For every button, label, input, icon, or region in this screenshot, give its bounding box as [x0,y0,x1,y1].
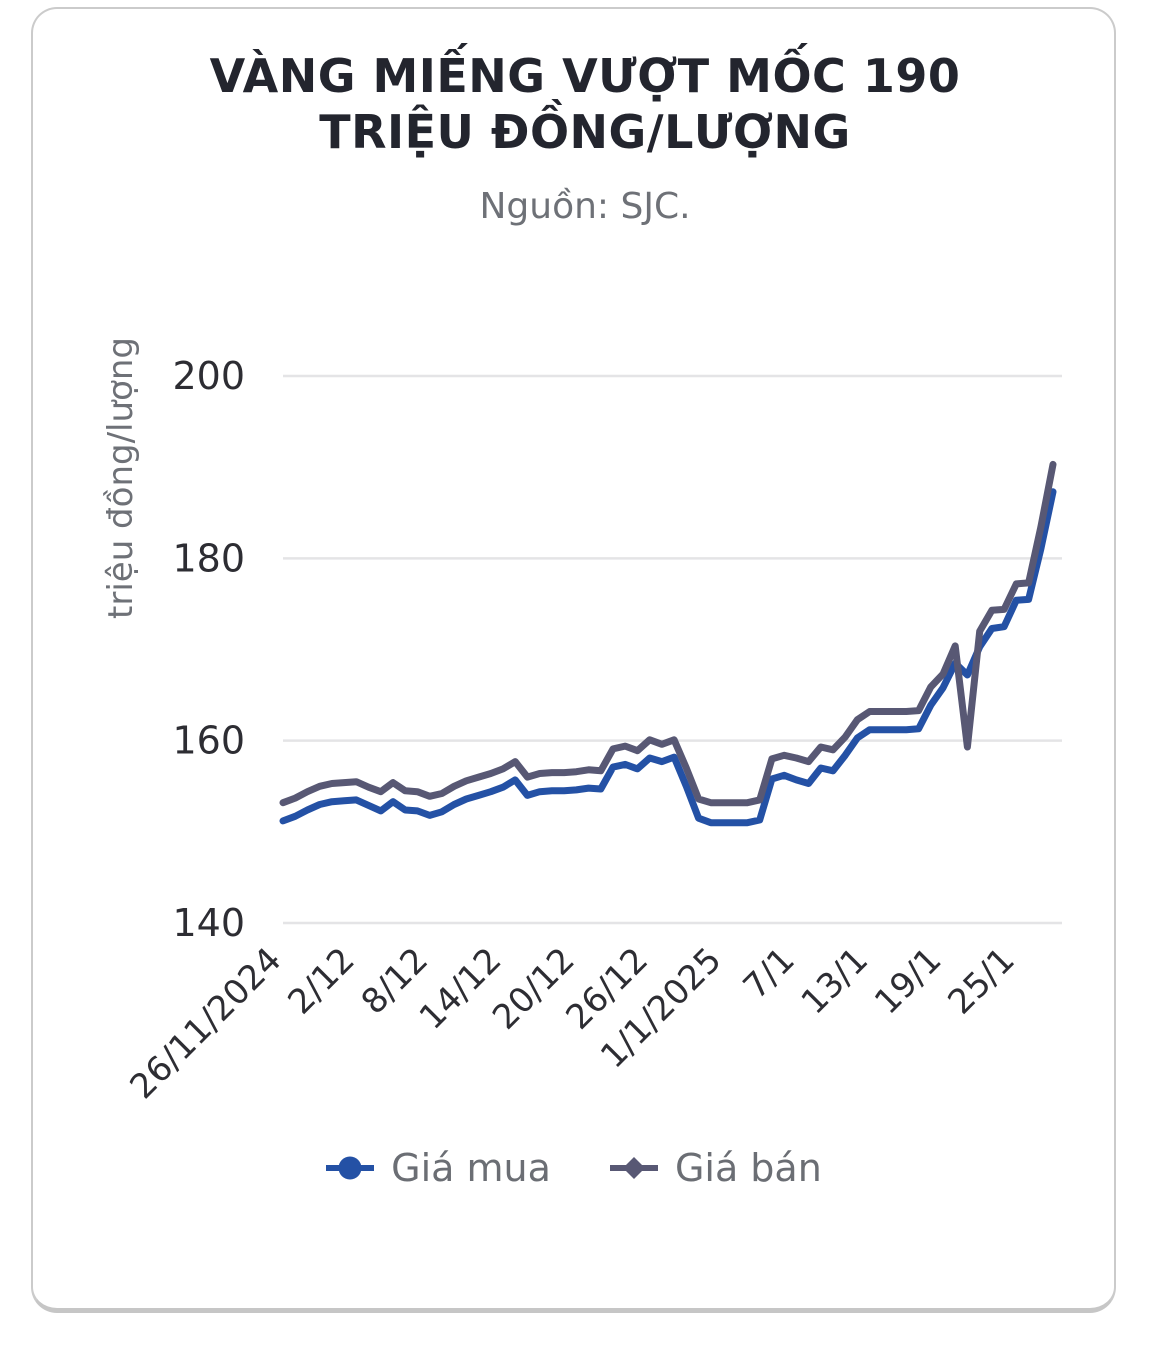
x-tick-label-13-1: 13/1 [794,940,876,1022]
chart-title: VÀNG MIẾNG VƯỢT MỐC 190 TRIỆU ĐỒNG/LƯỢNG [0,48,1170,160]
legend-label-gia-mua: Giá mua [391,1146,551,1190]
chart-legend: Giá mua Giá bán [31,1146,1116,1190]
gia-mua-circle-marker-icon [326,1156,375,1180]
y-tick-label-180: 180 [172,536,245,580]
x-tick-label-7-1: 7/1 [736,940,803,1007]
x-tick-label-25-1: 25/1 [940,940,1022,1022]
chart-card [31,7,1116,1313]
chart-title-line2: TRIỆU ĐỒNG/LƯỢNG [319,105,851,160]
x-tick-label-14-12: 14/12 [412,940,510,1038]
x-tick-label-2-12: 2/12 [280,940,362,1022]
chart-title-line1: VÀNG MIẾNG VƯỢT MỐC 190 [209,49,961,103]
legend-label-gia-ban: Giá bán [674,1146,822,1190]
y-tick-label-160: 160 [172,719,245,763]
y-tick-label-140: 140 [172,901,245,945]
chart-source: Nguồn: SJC. [479,186,691,227]
gia-ban-diamond-marker-icon [609,1157,658,1179]
series-line-gia-mua [279,488,1057,827]
x-tick-label-19-1: 19/1 [867,940,949,1022]
y-axis-title: triệu đồng/lượng [101,337,141,619]
x-tick-label-20-12: 20/12 [485,940,583,1038]
y-tick-label-200: 200 [172,354,245,398]
legend-item-gia-mua: Giá mua [325,1146,551,1190]
x-tick-label-26-11-2024: 26/11/2024 [123,940,290,1107]
series-line-gia-ban [279,460,1057,807]
legend-item-gia-ban: Giá bán [609,1146,822,1190]
